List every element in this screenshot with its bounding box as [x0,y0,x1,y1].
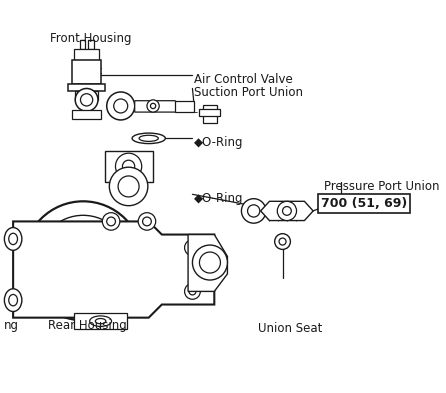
Circle shape [107,92,135,120]
Text: 700 (51, 69): 700 (51, 69) [321,197,407,210]
Circle shape [143,217,151,226]
Polygon shape [13,221,215,318]
Circle shape [241,199,266,223]
Ellipse shape [9,233,17,244]
Ellipse shape [139,135,158,141]
Bar [199,108,220,116]
Polygon shape [135,101,184,112]
Bar [175,101,194,112]
Circle shape [24,201,143,320]
Circle shape [116,153,142,180]
Ellipse shape [95,319,106,324]
Bar [72,60,102,84]
Ellipse shape [90,316,112,327]
Circle shape [192,245,227,280]
Circle shape [277,201,297,220]
Circle shape [75,88,98,111]
Circle shape [283,207,291,215]
Circle shape [107,217,116,226]
Circle shape [189,288,196,295]
Ellipse shape [9,294,17,306]
Bar [75,91,98,100]
Bar [88,40,94,49]
Circle shape [37,215,128,306]
Circle shape [150,103,156,108]
Circle shape [123,160,135,173]
Text: Rear Housing: Rear Housing [48,320,127,332]
Circle shape [279,238,286,245]
Circle shape [138,213,156,230]
Ellipse shape [4,228,22,250]
Text: ◆O-Ring: ◆O-Ring [194,136,244,149]
Bar [68,84,105,91]
Bar [74,49,99,60]
Circle shape [185,240,200,255]
Text: Union Seat: Union Seat [258,322,322,335]
Circle shape [147,100,159,112]
Circle shape [199,252,220,273]
Text: Suction Port Union: Suction Port Union [194,86,303,99]
Circle shape [118,176,139,197]
Bar [74,313,127,329]
Polygon shape [260,201,313,220]
Circle shape [102,213,120,230]
Bar [203,105,217,123]
Polygon shape [188,235,227,292]
Ellipse shape [132,133,165,143]
Circle shape [275,234,290,250]
Text: ◆O-Ring: ◆O-Ring [194,192,244,205]
Ellipse shape [4,289,22,312]
Circle shape [185,283,200,299]
Circle shape [114,99,128,113]
Circle shape [189,244,196,251]
Circle shape [248,205,260,217]
Text: Air Control Valve: Air Control Valve [194,73,293,86]
Bar [105,151,153,182]
Text: Front Housing: Front Housing [50,31,132,45]
Bar [72,110,102,119]
Circle shape [109,167,148,206]
Circle shape [80,94,93,106]
Text: ng: ng [4,320,19,332]
Text: Pressure Port Union: Pressure Port Union [324,180,439,193]
Bar [79,40,85,49]
